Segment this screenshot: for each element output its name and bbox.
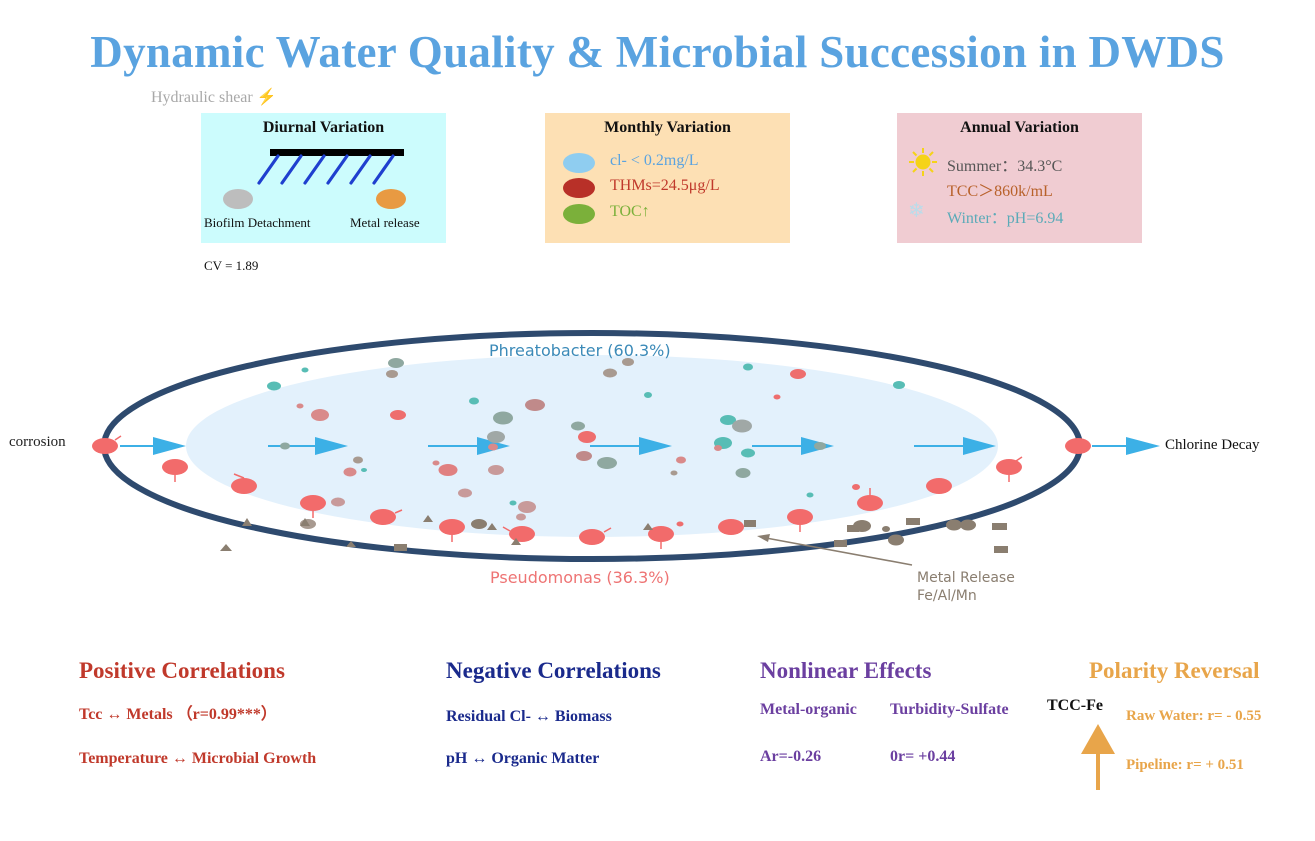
monthly-item-chlorine: cl- < 0.2mg/L — [610, 152, 699, 169]
diurnal-variation-panel: Diurnal Variation Biofilm Detachment Met… — [201, 113, 446, 243]
positive-item-1: Tcc ↔ Metals （r=0.99***） — [79, 706, 277, 723]
negative-item-2: pH ↔ Organic Matter — [446, 750, 600, 767]
polarity-pipeline: Pipeline: r= + 0.51 — [1126, 757, 1244, 773]
metal-release-small-label: Metal release — [350, 215, 420, 230]
negative-correlations-title: Negative Correlations — [446, 658, 661, 683]
annual-variation-panel: Annual Variation Summer：34.3°C TCC＞860k/… — [897, 113, 1142, 243]
metal-release-pointer — [757, 534, 913, 566]
diurnal-title: Diurnal Variation — [262, 119, 385, 136]
pseudomonas-cells — [92, 438, 1091, 545]
hydraulic-shear-label: Hydraulic shear ⚡ — [151, 87, 277, 107]
lightning-bolt-icon: ⚡ — [256, 89, 277, 106]
annual-summer: Summer：34.3°C — [947, 158, 1063, 175]
hydraulic-shear-text: Hydraulic shear — [151, 89, 253, 106]
annual-tcc: TCC＞860k/mL — [947, 183, 1053, 200]
nonlinear-label-1: Metal-organic — [760, 701, 857, 718]
nonlinear-value-2: 0r= +0.44 — [890, 748, 956, 765]
chlorine-dot-icon — [563, 153, 595, 173]
shear-stripes-icon — [257, 149, 404, 185]
toc-dot-icon — [563, 204, 595, 224]
chlorine-decay-label: Chlorine Decay — [1165, 437, 1260, 453]
metal-deposits — [220, 515, 1008, 553]
sun-icon — [909, 148, 937, 176]
pseudomonas-flagella — [114, 435, 1023, 549]
positive-correlations-title: Positive Correlations — [79, 658, 285, 683]
corrosion-label: corrosion — [9, 434, 66, 450]
tcc-fe-label: TCC-Fe — [1047, 697, 1103, 714]
polarity-reversal-title: Polarity Reversal — [1089, 658, 1260, 683]
metal-release-line2: Fe/Al/Mn — [917, 588, 977, 604]
snowflake-icon: ❄ — [908, 200, 925, 222]
page-title: Dynamic Water Quality & Microbial Succes… — [90, 27, 1225, 77]
metal-dot-icon — [376, 189, 406, 209]
thms-dot-icon — [563, 178, 595, 198]
biofilm-dot-icon — [223, 189, 253, 209]
metal-release-label: Metal Release Fe/Al/Mn — [917, 569, 1015, 605]
monthly-variation-panel: Monthly Variation cl- < 0.2mg/L THMs=24.… — [545, 113, 790, 243]
biofilm-label: Biofilm Detachment — [204, 215, 311, 230]
pseudomonas-label: Pseudomonas (36.3%) — [490, 568, 670, 587]
suspended-cells — [267, 358, 905, 529]
up-arrow-icon — [1081, 724, 1115, 790]
metal-release-line1: Metal Release — [917, 570, 1015, 586]
nonlinear-effects-title: Nonlinear Effects — [760, 658, 932, 683]
nonlinear-value-1: Ar=-0.26 — [760, 748, 822, 765]
annual-winter: Winter：pH=6.94 — [947, 210, 1064, 227]
nonlinear-label-2: Turbidity-Sulfate — [890, 701, 1009, 718]
flow-arrows — [120, 437, 1160, 455]
monthly-item-toc: TOC↑ — [610, 203, 650, 220]
monthly-title: Monthly Variation — [604, 119, 731, 136]
monthly-item-thms: THMs=24.5μg/L — [610, 177, 720, 194]
polarity-raw-water: Raw Water: r= - 0.55 — [1126, 708, 1262, 724]
annual-title: Annual Variation — [960, 119, 1079, 136]
positive-item-2: Temperature ↔ Microbial Growth — [79, 750, 317, 767]
phreatobacter-label: Phreatobacter (60.3%) — [489, 341, 671, 360]
pipe-cross-section — [92, 330, 1160, 566]
negative-item-1: Residual Cl- ↔ Biomass — [446, 708, 612, 725]
cv-value: CV = 1.89 — [204, 258, 259, 273]
